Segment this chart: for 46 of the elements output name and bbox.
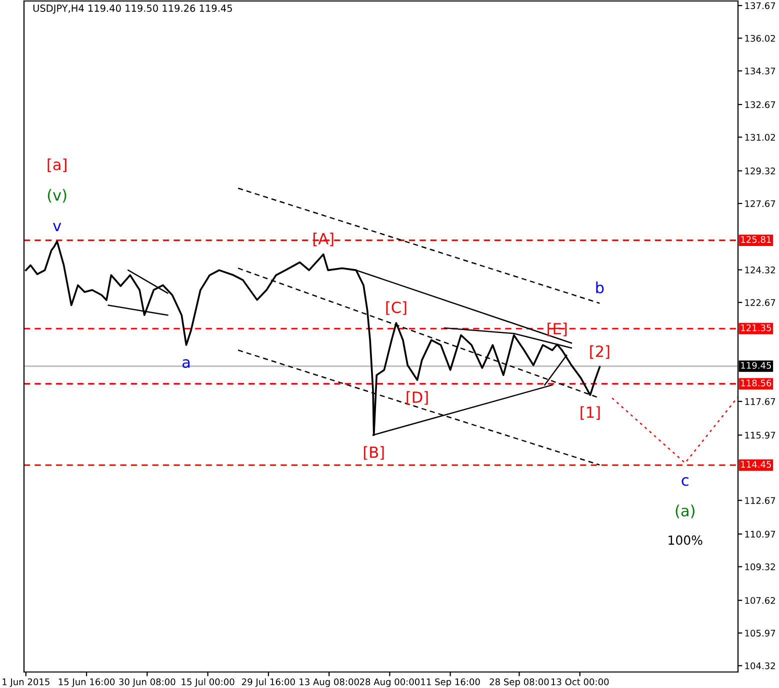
y-tick-label: 107.62 xyxy=(745,597,775,604)
y-tick-label: 115.97 xyxy=(745,432,776,439)
annotation: [C] xyxy=(386,301,406,315)
annotation: v xyxy=(53,222,62,232)
x-tick-label: 15 Jul 00:00 xyxy=(182,678,234,687)
annotation: (v) xyxy=(48,189,66,203)
y-tick-label: 134.37 xyxy=(745,68,776,74)
x-tick-label: 30 Jun 08:00 xyxy=(119,678,176,687)
annotation: [1] xyxy=(580,406,600,420)
x-tick-label: 1 Jun 2015 xyxy=(2,678,50,687)
ref-line-label: 118.56 xyxy=(741,380,772,386)
x-tick-label: 13 Aug 08:00 xyxy=(300,678,359,687)
y-tick-label: 127.67 xyxy=(745,200,776,208)
y-tick-label: 132.67 xyxy=(745,101,776,108)
x-tick-label: 28 Sep 08:00 xyxy=(490,678,549,687)
annotation: 100% xyxy=(668,535,702,545)
annotation: b xyxy=(596,282,604,294)
x-tick-label: 13 Oct 00:00 xyxy=(551,678,609,686)
annotation: [B] xyxy=(364,446,384,460)
y-tick-label: 122.67 xyxy=(745,299,776,306)
y-tick-label: 129.32 xyxy=(745,168,775,174)
y-tick-label: 117.67 xyxy=(745,398,776,405)
y-tick-label: 104.32 xyxy=(745,662,775,670)
ref-line-label: 125.81 xyxy=(741,236,771,243)
y-tick-label: 137.67 xyxy=(745,2,776,10)
x-tick-label: 11 Sep 16:00 xyxy=(421,678,480,687)
y-tick-label: 112.67 xyxy=(745,497,776,504)
y-tick-label: 110.97 xyxy=(745,530,776,538)
y-tick-label: 131.02 xyxy=(745,134,775,141)
ref-line-label: 114.45 xyxy=(741,461,771,468)
chart-title: USDJPY,H4 119.40 119.50 119.26 119.45 xyxy=(33,4,232,14)
annotation: [D] xyxy=(406,391,428,405)
y-tick-label: 136.02 xyxy=(745,34,775,42)
ref-line-label: 119.45 xyxy=(741,362,771,369)
annotation: c xyxy=(682,477,688,486)
x-tick-label: 29 Jul 16:00 xyxy=(242,678,295,687)
x-tick-label: 15 Jun 16:00 xyxy=(58,678,115,687)
annotation: [a] xyxy=(48,158,66,172)
annotation: (a) xyxy=(676,504,694,518)
x-tick-label: 28 Aug 00:00 xyxy=(360,678,420,687)
y-tick-label: 124.32 xyxy=(745,266,775,274)
y-tick-label: 109.32 xyxy=(745,563,775,570)
annotation: [2] xyxy=(590,345,610,359)
y-tick-label: 105.97 xyxy=(745,630,776,637)
annotation: a xyxy=(182,359,190,368)
ref-line-label: 121.35 xyxy=(741,324,771,332)
